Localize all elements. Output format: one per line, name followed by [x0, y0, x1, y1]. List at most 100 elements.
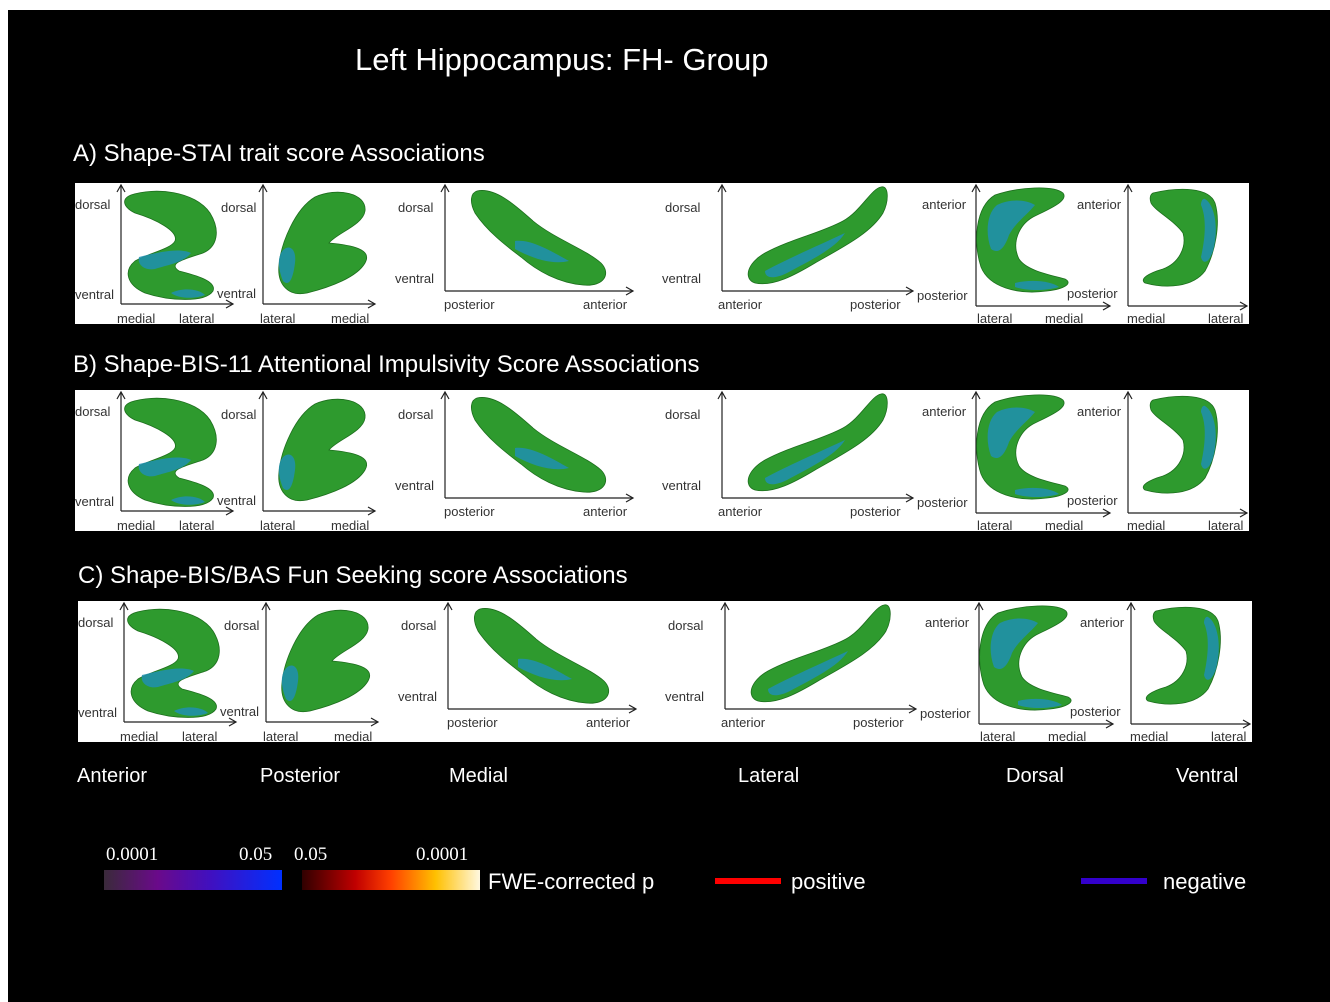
posterior-view-x-arrow	[367, 506, 377, 516]
medial-view: dorsal ventral posterior anterior	[398, 601, 638, 730]
dorsal-view-association-patch	[990, 618, 1038, 670]
view-label-posterior: Posterior	[260, 765, 341, 787]
anterior-view-surface	[124, 190, 217, 300]
medial-view-x-arrow	[625, 286, 635, 296]
medial-view-ventral-label: ventral	[398, 689, 437, 704]
dorsal-view-association-patch	[1015, 487, 1059, 497]
ventral-view-lateral-label: lateral	[1208, 311, 1244, 324]
anterior-view-association-patch	[174, 707, 208, 716]
lateral-view-association-patch	[768, 651, 848, 696]
ventral-view: anterior posterior medial lateral	[1070, 601, 1252, 742]
ventral-view: anterior posterior medial lateral	[1067, 183, 1249, 324]
ventral-view-x-arrow	[1242, 719, 1252, 729]
lateral-view-association-patch	[765, 440, 845, 485]
posterior-view-medial-label: medial	[331, 518, 369, 531]
medial-view-axes	[444, 185, 633, 292]
ventral-view-association-patch	[1201, 198, 1216, 262]
dorsal-view-axes	[978, 603, 1113, 725]
medial-view-y-arrow	[443, 601, 453, 611]
anterior-view-surface	[127, 608, 220, 718]
anterior-view-y-arrow	[116, 183, 126, 193]
medial-view-dorsal-label: dorsal	[398, 200, 434, 215]
anterior-view-dorsal-label: dorsal	[75, 197, 111, 212]
lateral-view-association-patch	[765, 233, 845, 278]
medial-view-y-arrow	[440, 390, 450, 400]
anterior-view-association-patch	[138, 457, 191, 477]
anterior-view-dorsal-label: dorsal	[78, 615, 114, 630]
legend-scale-label: FWE-corrected p	[488, 869, 655, 894]
anterior-view-association-patch	[171, 496, 205, 505]
medial-view-surface	[471, 397, 606, 493]
ventral-view-y-arrow	[1126, 601, 1136, 611]
medial-view-anterior-label: anterior	[583, 504, 628, 519]
dorsal-view-y-arrow	[974, 601, 984, 611]
medial-view-anterior-label: anterior	[583, 297, 628, 312]
legend-pos-max: 0.0001	[416, 844, 469, 865]
anterior-view-medial-label: medial	[117, 518, 155, 531]
anterior-view-axes	[120, 185, 233, 305]
posterior-view-medial-label: medial	[331, 311, 369, 324]
medial-view-dorsal-label: dorsal	[398, 407, 434, 422]
anterior-view-ventral-label: ventral	[75, 494, 114, 509]
dorsal-view-x-arrow	[1102, 301, 1112, 311]
medial-view-dorsal-label: dorsal	[401, 618, 437, 633]
row-b-label: B) Shape-BIS-11 Attentional Impulsivity …	[73, 351, 700, 378]
medial-view-posterior-label: posterior	[444, 297, 495, 312]
lateral-view-dorsal-label: dorsal	[668, 618, 704, 633]
dorsal-view: anterior posterior lateral medial	[920, 601, 1115, 742]
ventral-view-association-patch	[1201, 405, 1216, 469]
dorsal-view-posterior-label: posterior	[917, 495, 968, 510]
anterior-view-x-arrow	[228, 717, 238, 727]
lateral-view-surface	[750, 604, 891, 703]
posterior-view-surface	[278, 398, 368, 502]
dorsal-view-medial-label: medial	[1045, 311, 1083, 324]
ventral-view-anterior-label: anterior	[1080, 615, 1125, 630]
lateral-view-ventral-label: ventral	[662, 478, 701, 493]
ventral-view-anterior-label: anterior	[1077, 197, 1122, 212]
row-c-panel: dorsal ventral medial lateral dorsal ventral l…	[78, 601, 1252, 742]
medial-view-surface	[471, 190, 606, 286]
lateral-view-x-arrow	[905, 286, 915, 296]
posterior-view-association-patch	[278, 454, 296, 490]
posterior-view-dorsal-label: dorsal	[221, 407, 257, 422]
posterior-view-x-arrow	[367, 299, 377, 309]
lateral-view-y-arrow	[717, 390, 727, 400]
posterior-view-axes	[262, 185, 375, 305]
view-label-ventral: Ventral	[1176, 765, 1239, 787]
legend-neg-min: 0.0001	[106, 844, 159, 865]
medial-view: dorsal ventral posterior anterior	[395, 390, 635, 519]
dorsal-view-posterior-label: posterior	[920, 706, 971, 721]
dorsal-view-medial-label: medial	[1048, 729, 1086, 742]
posterior-view: dorsal ventral lateral medial	[217, 390, 377, 531]
posterior-view-lateral-label: lateral	[260, 518, 296, 531]
lateral-view-axes	[721, 185, 913, 292]
dorsal-view-association-patch	[987, 200, 1035, 252]
row-a-panel: dorsal ventral medial lateral dorsal ventral l…	[75, 183, 1249, 324]
lateral-view: dorsal ventral anterior posterior	[662, 390, 915, 519]
posterior-view-axes	[265, 603, 378, 723]
anterior-view-y-arrow	[119, 601, 129, 611]
lateral-view-anterior-label: anterior	[718, 297, 763, 312]
dorsal-view-lateral-label: lateral	[977, 518, 1013, 531]
ventral-view-posterior-label: posterior	[1067, 493, 1118, 508]
dorsal-view-medial-label: medial	[1045, 518, 1083, 531]
anterior-view-x-arrow	[225, 299, 235, 309]
ventral-view-medial-label: medial	[1127, 311, 1165, 324]
lateral-view-y-arrow	[720, 601, 730, 611]
dorsal-view-axes	[975, 392, 1110, 514]
posterior-view-association-patch	[278, 247, 296, 283]
posterior-view-association-patch	[281, 665, 299, 701]
lateral-view-axes	[724, 603, 916, 710]
ventral-view-anterior-label: anterior	[1077, 404, 1122, 419]
ventral-view-axes	[1127, 185, 1247, 307]
lateral-view-ventral-label: ventral	[665, 689, 704, 704]
row-c-label: C) Shape-BIS/BAS Fun Seeking score Assoc…	[78, 562, 628, 589]
lateral-view-dorsal-label: dorsal	[665, 200, 701, 215]
ventral-view-y-arrow	[1123, 390, 1133, 400]
posterior-view-dorsal-label: dorsal	[224, 618, 260, 633]
ventral-view-x-arrow	[1239, 301, 1249, 311]
dorsal-view-x-arrow	[1102, 508, 1112, 518]
